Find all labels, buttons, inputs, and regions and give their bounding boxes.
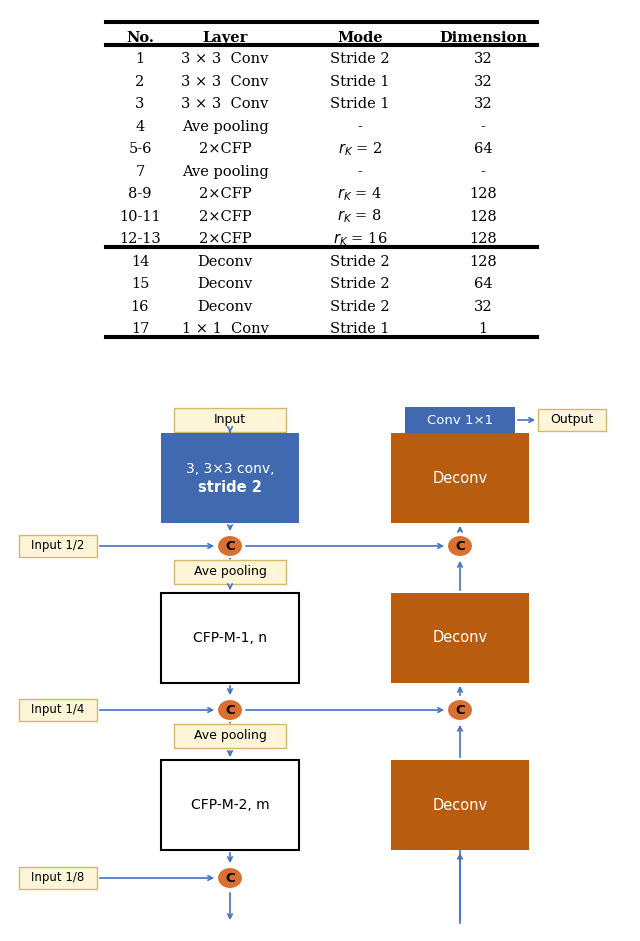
Ellipse shape [217, 699, 243, 721]
Bar [405, 407, 515, 433]
Text: -: - [481, 120, 485, 134]
Text: -: - [358, 120, 362, 134]
Text: Stride 1: Stride 1 [330, 97, 390, 111]
Text: Dimension: Dimension [439, 31, 527, 45]
Text: Stride 2: Stride 2 [330, 255, 390, 268]
Text: Ave pooling: Ave pooling [193, 729, 266, 742]
Text: 1: 1 [479, 322, 488, 336]
Text: 7: 7 [136, 165, 145, 179]
Text: 32: 32 [474, 74, 492, 88]
Text: 3 × 3  Conv: 3 × 3 Conv [181, 97, 269, 111]
Text: No.: No. [126, 31, 154, 45]
Bar [161, 760, 299, 850]
Text: Conv 1×1: Conv 1×1 [427, 413, 493, 426]
Text: $r_{K}$ = 2: $r_{K}$ = 2 [338, 140, 382, 158]
Text: Deconv: Deconv [433, 798, 488, 812]
Text: 128: 128 [469, 232, 497, 247]
Text: C: C [455, 539, 465, 552]
Text: 15: 15 [131, 278, 149, 291]
Text: $r_{K}$ = 8: $r_{K}$ = 8 [337, 208, 383, 226]
Text: C: C [455, 704, 465, 716]
Text: -: - [481, 165, 485, 179]
Bar [391, 593, 529, 683]
Text: CFP-M-1, n: CFP-M-1, n [193, 631, 267, 645]
Text: Deconv: Deconv [197, 278, 253, 291]
Bar [391, 760, 529, 850]
Text: Input 1/8: Input 1/8 [31, 871, 84, 885]
Text: Input: Input [214, 413, 246, 426]
Text: 14: 14 [131, 255, 149, 268]
Text: Output: Output [550, 413, 594, 426]
Ellipse shape [447, 535, 473, 557]
Text: $r_{K}$ = 16: $r_{K}$ = 16 [333, 231, 387, 248]
Text: Stride 2: Stride 2 [330, 278, 390, 291]
Text: Stride 1: Stride 1 [330, 74, 390, 88]
Text: 3, 3×3 conv,: 3, 3×3 conv, [186, 462, 275, 476]
Text: Mode: Mode [337, 31, 383, 45]
Text: $r_{K}$ = 4: $r_{K}$ = 4 [337, 185, 383, 203]
Text: 64: 64 [474, 278, 492, 291]
Text: 10-11: 10-11 [119, 210, 161, 224]
Text: Deconv: Deconv [433, 630, 488, 646]
Text: C: C [225, 704, 235, 716]
Bar [174, 408, 286, 432]
Text: Deconv: Deconv [197, 255, 253, 268]
Text: 3 × 3  Conv: 3 × 3 Conv [181, 52, 269, 66]
Text: -: - [358, 165, 362, 179]
Text: 2: 2 [136, 74, 145, 88]
Text: 3: 3 [135, 97, 145, 111]
Text: 5-6: 5-6 [128, 142, 152, 156]
Text: 64: 64 [474, 142, 492, 156]
Text: 32: 32 [474, 52, 492, 66]
Bar [19, 535, 97, 557]
Text: 8-9: 8-9 [128, 187, 152, 201]
Text: 3 × 3  Conv: 3 × 3 Conv [181, 74, 269, 88]
Text: 128: 128 [469, 255, 497, 268]
Text: Deconv: Deconv [197, 299, 253, 313]
Text: 128: 128 [469, 210, 497, 224]
Text: CFP-M-2, m: CFP-M-2, m [191, 798, 269, 812]
Text: Deconv: Deconv [433, 470, 488, 486]
Text: 12-13: 12-13 [119, 232, 161, 247]
Bar [19, 867, 97, 889]
Text: 128: 128 [469, 187, 497, 201]
Bar [174, 724, 286, 748]
Text: Ave pooling: Ave pooling [182, 165, 268, 179]
Text: Input 1/4: Input 1/4 [31, 704, 84, 716]
Text: 2×CFP: 2×CFP [198, 142, 252, 156]
Text: C: C [225, 871, 235, 885]
Text: 1: 1 [136, 52, 145, 66]
Bar [19, 699, 97, 721]
Bar [538, 409, 606, 431]
Text: Stride 2: Stride 2 [330, 299, 390, 313]
Bar [174, 560, 286, 584]
Bar [391, 433, 529, 523]
Text: 17: 17 [131, 322, 149, 336]
Ellipse shape [447, 699, 473, 721]
Text: 32: 32 [474, 299, 492, 313]
Bar [161, 593, 299, 683]
Text: Stride 1: Stride 1 [330, 322, 390, 336]
Text: Ave pooling: Ave pooling [182, 120, 268, 134]
Text: 1 × 1  Conv: 1 × 1 Conv [182, 322, 268, 336]
Text: Layer: Layer [202, 31, 248, 45]
Text: Input 1/2: Input 1/2 [31, 539, 84, 552]
Text: 32: 32 [474, 97, 492, 111]
Text: stride 2: stride 2 [198, 480, 262, 495]
Ellipse shape [217, 535, 243, 557]
Text: 16: 16 [131, 299, 149, 313]
Text: Ave pooling: Ave pooling [193, 566, 266, 579]
Ellipse shape [217, 867, 243, 889]
Text: 4: 4 [136, 120, 145, 134]
Text: C: C [225, 539, 235, 552]
Bar [161, 433, 299, 523]
Text: Stride 2: Stride 2 [330, 52, 390, 66]
Text: 2×CFP: 2×CFP [198, 210, 252, 224]
Text: 2×CFP: 2×CFP [198, 187, 252, 201]
Text: 2×CFP: 2×CFP [198, 232, 252, 247]
